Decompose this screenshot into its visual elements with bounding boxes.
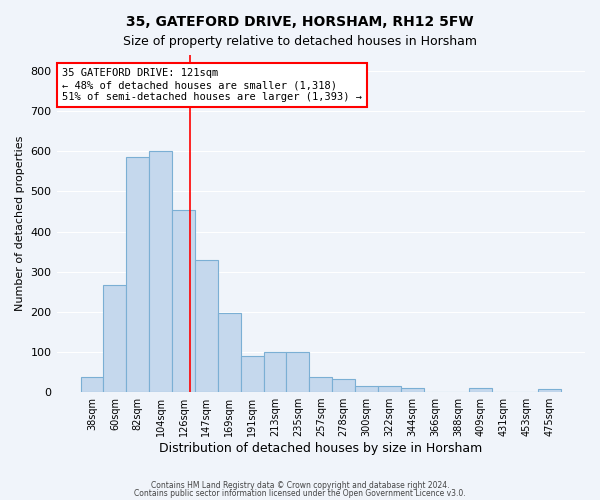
Bar [263, 352, 286, 392]
X-axis label: Distribution of detached houses by size in Horsham: Distribution of detached houses by size … [159, 442, 482, 455]
Bar [149, 152, 172, 392]
Bar [538, 390, 561, 392]
Bar [127, 158, 149, 392]
Y-axis label: Number of detached properties: Number of detached properties [15, 136, 25, 311]
Bar [286, 352, 310, 392]
Bar [195, 260, 218, 392]
Text: 35, GATEFORD DRIVE, HORSHAM, RH12 5FW: 35, GATEFORD DRIVE, HORSHAM, RH12 5FW [126, 15, 474, 29]
Text: Contains HM Land Registry data © Crown copyright and database right 2024.: Contains HM Land Registry data © Crown c… [151, 481, 449, 490]
Bar [310, 377, 332, 392]
Bar [80, 377, 103, 392]
Bar [401, 388, 424, 392]
Bar [378, 386, 401, 392]
Bar [241, 356, 263, 392]
Bar [355, 386, 378, 392]
Bar [172, 210, 195, 392]
Text: Size of property relative to detached houses in Horsham: Size of property relative to detached ho… [123, 35, 477, 48]
Bar [332, 379, 355, 392]
Bar [218, 313, 241, 392]
Bar [469, 388, 493, 392]
Text: Contains public sector information licensed under the Open Government Licence v3: Contains public sector information licen… [134, 488, 466, 498]
Text: 35 GATEFORD DRIVE: 121sqm
← 48% of detached houses are smaller (1,318)
51% of se: 35 GATEFORD DRIVE: 121sqm ← 48% of detac… [62, 68, 362, 102]
Bar [103, 285, 127, 392]
